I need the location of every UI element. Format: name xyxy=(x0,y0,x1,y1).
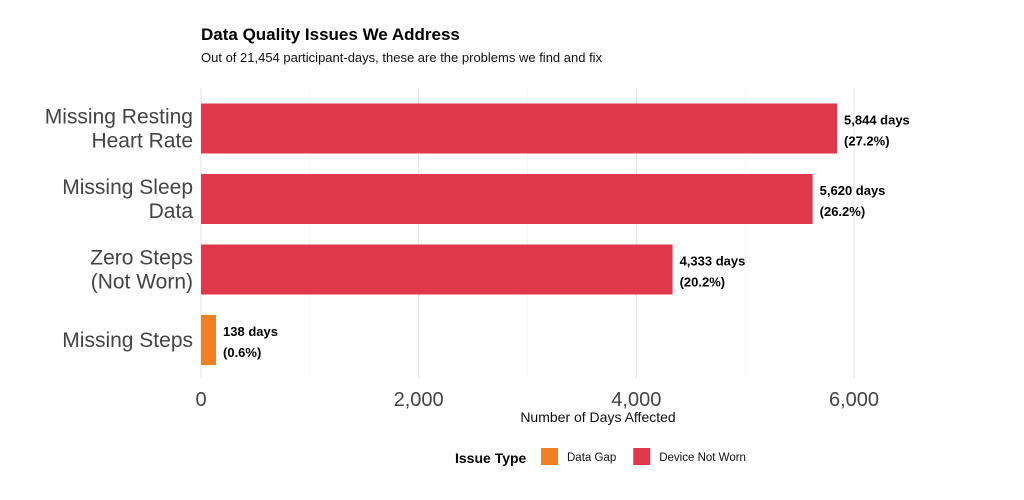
x-axis-label: Number of Days Affected xyxy=(520,409,675,425)
data-label: (27.2%) xyxy=(844,134,890,149)
bar xyxy=(201,315,217,365)
data-label: (0.6%) xyxy=(223,345,261,360)
data-label: (26.2%) xyxy=(820,204,866,219)
x-tick-label: 4,000 xyxy=(611,389,661,411)
data-label: (20.2%) xyxy=(680,275,726,290)
x-tick-label: 6,000 xyxy=(829,389,879,411)
data-label: 5,844 days xyxy=(844,113,910,128)
data-label: 5,620 days xyxy=(820,183,886,198)
legend-swatch xyxy=(633,448,651,465)
bar xyxy=(201,103,838,154)
legend-title: Issue Type xyxy=(455,450,527,466)
category-label: Heart Rate xyxy=(91,130,193,153)
legend: Issue Type Data Gap Device Not Worn xyxy=(455,448,746,466)
x-tick-label: 0 xyxy=(195,389,206,411)
x-tick-label: 2,000 xyxy=(394,389,444,411)
legend-label: Data Gap xyxy=(567,452,616,464)
chart-title: Data Quality Issues We Address xyxy=(201,25,460,44)
category-label: Missing Sleep xyxy=(62,176,193,199)
data-label: 4,333 days xyxy=(680,254,746,269)
category-label: Missing Resting xyxy=(45,106,193,129)
legend-swatch xyxy=(541,448,558,465)
category-label: Zero Steps xyxy=(90,247,193,270)
bar xyxy=(201,174,813,224)
category-label: Missing Steps xyxy=(62,329,193,352)
legend-label: Device Not Worn xyxy=(659,452,746,464)
category-label: (Not Worn) xyxy=(91,271,193,294)
chart-subtitle: Out of 21,454 participant-days, these ar… xyxy=(201,50,603,65)
bar xyxy=(201,244,673,295)
data-label: 138 days xyxy=(223,324,278,339)
category-label: Data xyxy=(149,200,194,223)
